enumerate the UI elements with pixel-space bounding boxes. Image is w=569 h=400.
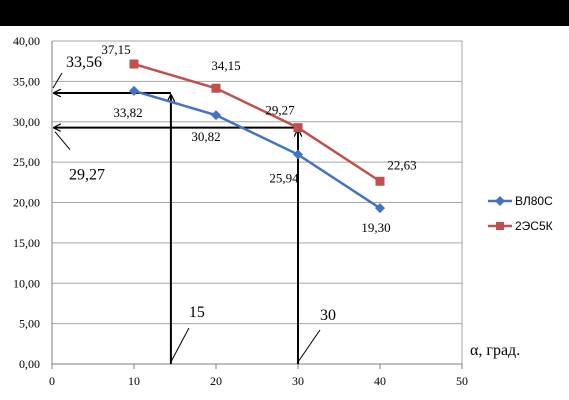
annotation-leader xyxy=(170,327,190,363)
annotation-leader xyxy=(52,72,63,89)
y-tick-label: 20,00 xyxy=(13,196,40,210)
legend-entry: 2ЭС5К xyxy=(515,219,553,233)
legend: ВЛ80С 2ЭС5К xyxy=(488,194,553,233)
x-axis-title: α, град. xyxy=(470,342,520,359)
data-point xyxy=(129,85,139,96)
data-label: 30,82 xyxy=(191,129,220,144)
gridlines xyxy=(52,40,462,325)
data-point xyxy=(293,149,303,160)
data-label: 19,30 xyxy=(361,220,390,235)
y-tick-label: 5,00 xyxy=(19,317,40,331)
projection-guides xyxy=(54,93,298,364)
y-tick-label: 40,00 xyxy=(13,34,40,48)
data-point xyxy=(129,59,139,69)
x-tick-label: 20 xyxy=(210,374,222,388)
x-tick-label: 0 xyxy=(49,374,55,388)
data-label: 37,15 xyxy=(101,42,130,57)
x-tick-labels: 0 10 20 30 40 50 xyxy=(49,374,468,388)
data-point xyxy=(375,176,385,186)
x-tick-label: 30 xyxy=(292,374,304,388)
data-point xyxy=(211,110,221,121)
y-tick-labels: 0,00 5,00 10,00 15,00 20,00 25,00 30,00 35,00 40… xyxy=(13,34,40,371)
legend-entry: ВЛ80С xyxy=(515,194,553,208)
axes xyxy=(51,41,463,369)
data-label: 34,15 xyxy=(211,58,240,73)
y-tick-label: 15,00 xyxy=(13,236,40,250)
annotation-leader xyxy=(54,131,71,150)
x-tick-label: 50 xyxy=(456,374,468,388)
annotations: 33,56 29,27 15 30 xyxy=(52,54,336,363)
data-label: 25,94 xyxy=(269,171,299,186)
data-label: 29,27 xyxy=(265,103,295,118)
series-group xyxy=(129,59,385,214)
y-tick-label: 0,00 xyxy=(19,357,40,371)
annotation-label: 30 xyxy=(320,307,336,324)
x-tick-label: 40 xyxy=(374,374,386,388)
data-point xyxy=(211,83,221,93)
y-tick-label: 35,00 xyxy=(13,74,40,88)
data-label: 22,63 xyxy=(387,157,416,172)
data-label: 33,82 xyxy=(113,105,142,120)
annotation-label: 29,27 xyxy=(69,167,105,184)
x-tick-label: 10 xyxy=(128,374,140,388)
series-line-1 xyxy=(133,89,381,210)
annotation-label: 33,56 xyxy=(66,54,102,71)
annotation-leader xyxy=(297,329,321,363)
y-tick-label: 30,00 xyxy=(13,115,40,129)
data-point xyxy=(293,123,303,133)
legend-marker xyxy=(496,222,504,230)
data-labels: 33,82 30,82 25,94 19,30 37,15 34,15 29,27 22,63 xyxy=(101,42,416,235)
top-black-bar xyxy=(0,0,569,26)
legend-marker xyxy=(495,196,505,206)
data-point xyxy=(375,203,385,214)
y-tick-label: 25,00 xyxy=(13,155,40,169)
annotation-label: 15 xyxy=(189,304,205,321)
series-line-2 xyxy=(133,62,381,183)
y-tick-label: 10,00 xyxy=(13,276,40,290)
